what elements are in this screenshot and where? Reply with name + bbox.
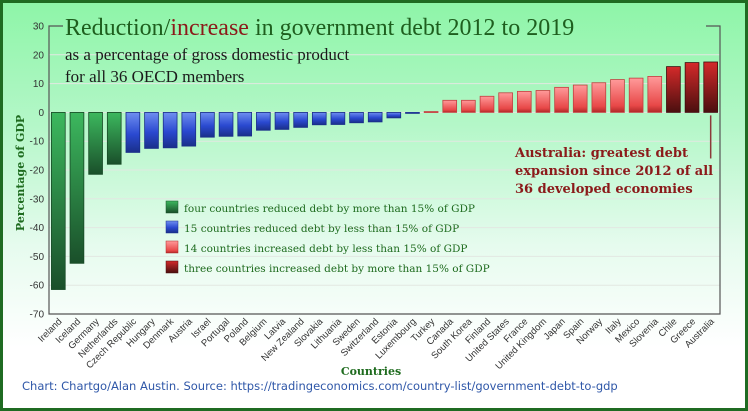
bar-united-states — [498, 92, 513, 113]
bar-japan — [554, 86, 569, 113]
legend-swatch-0 — [165, 200, 179, 214]
bar-israel — [200, 112, 215, 138]
y-tick-label: -10 — [30, 137, 45, 148]
y-tick-label: 30 — [33, 22, 45, 33]
y-tick-label: -40 — [30, 223, 45, 234]
gridlines — [49, 54, 720, 286]
bar-chile — [666, 66, 681, 113]
y-tick-label: 20 — [33, 50, 45, 61]
bar-new-zealand — [293, 112, 308, 128]
y-tick-label: -70 — [30, 310, 45, 321]
bars — [51, 61, 718, 290]
y-tick-label: 10 — [33, 79, 45, 90]
legend-label-1: 15 countries reduced debt by less than 1… — [184, 223, 459, 235]
bar-slovenia — [647, 76, 663, 113]
bar-germany — [88, 112, 103, 175]
bar-switzerland — [367, 112, 383, 123]
annotation-line-2: expansion since 2012 of all — [515, 164, 713, 179]
title-part-2: in government debt 2012 to 2019 — [249, 15, 574, 41]
bar-czech-republic — [125, 112, 141, 153]
subtitle-line-2: for all 36 OECD members — [65, 67, 244, 86]
title-part-highlight: increase — [170, 15, 249, 41]
bar-portugal — [218, 112, 234, 137]
legend-label-3: three countries increased debt by more t… — [184, 263, 490, 275]
bar-iceland — [69, 112, 85, 264]
bar-lithuania — [330, 112, 346, 125]
legend-swatch-2 — [165, 240, 179, 254]
bar-poland — [237, 112, 253, 137]
bar-finland — [479, 95, 495, 113]
bar-norway — [591, 82, 607, 113]
subtitle-line-1: as a percentage of gross domestic produc… — [65, 45, 349, 64]
bar-ireland — [51, 112, 66, 290]
y-tick-label: -30 — [30, 194, 45, 205]
bar-united-kingdom — [535, 90, 551, 113]
annotation-line-1: Australia: greatest debt — [514, 146, 688, 161]
legend-swatch-1 — [165, 220, 179, 234]
bar-turkey — [423, 111, 439, 113]
bar-belgium — [256, 112, 271, 131]
source-credit: Chart: Chartgo/Alan Austin. Source: http… — [22, 379, 618, 393]
bar-netherlands — [106, 112, 122, 165]
chart-svg: 30 20 10 0 -10 -20 -30 -40 -50 -60 -70 IrelandIcel… — [14, 15, 721, 378]
y-axis-label: Percentage of GDP — [14, 115, 27, 231]
bar-latvia — [274, 112, 290, 130]
y-tick-label: -50 — [30, 252, 45, 263]
annotation-line-3: 36 developed economies — [515, 182, 693, 197]
bar-estonia — [386, 112, 402, 119]
y-tick-labels: 30 20 10 0 -10 -20 -30 -40 -50 -60 -70 — [30, 22, 45, 321]
bar-italy — [610, 79, 625, 113]
bar-spain — [572, 84, 588, 113]
y-tick-label: -20 — [30, 166, 45, 177]
y-tick-label: 0 — [38, 108, 44, 119]
plot-border — [48, 25, 721, 315]
bar-mexico — [628, 77, 644, 113]
bar-denmark — [162, 112, 178, 149]
bar-luxembourg — [405, 112, 420, 114]
x-axis-label: Countries — [341, 365, 401, 378]
bar-sweden — [349, 112, 364, 124]
bar-south-korea — [461, 99, 476, 113]
title-part-1: Reduction/ — [65, 15, 171, 41]
bar-australia — [703, 61, 718, 113]
bar-austria — [181, 112, 197, 147]
legend: four countries reduced debt by more than… — [165, 200, 490, 275]
legend-swatch-3 — [165, 260, 179, 274]
bar-hungary — [144, 112, 159, 149]
bar-greece — [684, 62, 700, 113]
bar-slovakia — [311, 112, 327, 126]
legend-label-2: 14 countries increased debt by less than… — [184, 243, 467, 255]
chart-title: Reduction/increase in government debt 20… — [65, 15, 574, 41]
x-tick-label: Japan — [542, 316, 568, 342]
axes — [48, 25, 721, 315]
legend-label-0: four countries reduced debt by more than… — [184, 203, 475, 215]
bar-france — [516, 90, 532, 113]
bar-canada — [442, 99, 458, 113]
y-tick-label: -60 — [30, 281, 45, 292]
